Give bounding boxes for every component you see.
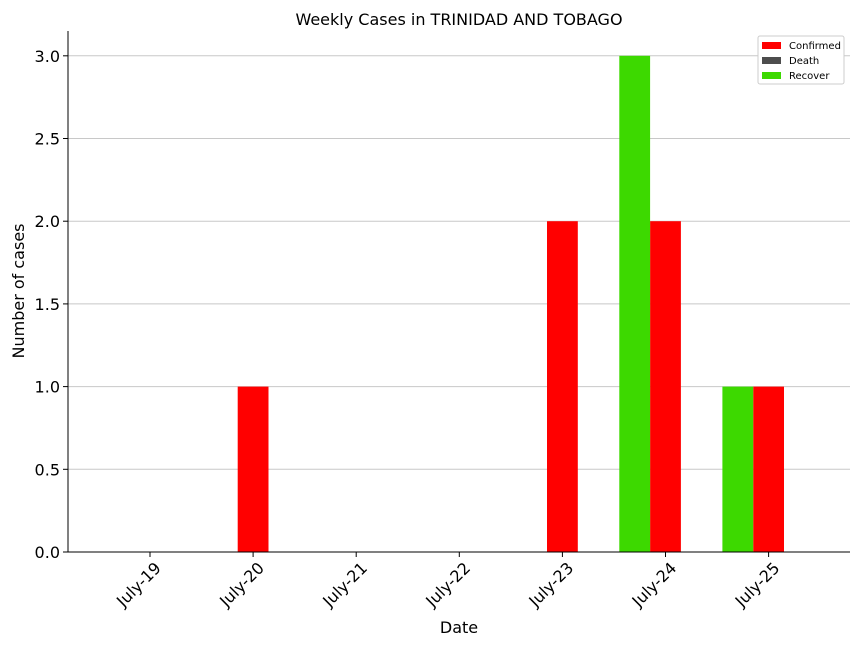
bar-confirmed-july-20 xyxy=(237,386,269,552)
chart-title: Weekly Cases in TRINIDAD AND TOBAGO xyxy=(295,10,622,29)
x-tick-label: July-25 xyxy=(731,558,784,611)
legend-swatch-recover xyxy=(762,72,781,79)
y-tick-label: 3.0 xyxy=(35,47,60,66)
legend-swatch-death xyxy=(762,57,781,64)
bar-confirmed-july-23 xyxy=(547,221,578,552)
y-tick-label: 2.5 xyxy=(35,130,60,149)
x-tick-label: July-24 xyxy=(628,558,681,611)
legend-label-recover: Recover xyxy=(789,71,830,82)
x-tick-label: July-21 xyxy=(318,558,371,611)
bar-recover-july-25 xyxy=(722,386,754,552)
y-axis-label: Number of cases xyxy=(9,224,28,359)
legend-label-confirmed: Confirmed xyxy=(789,41,841,52)
y-tick-label: 1.5 xyxy=(35,295,60,314)
legend-label-death: Death xyxy=(789,56,819,67)
gridlines xyxy=(68,55,850,470)
bar-confirmed-july-25 xyxy=(753,386,784,552)
legend-swatch-confirmed xyxy=(762,42,781,49)
bar-confirmed-july-24 xyxy=(650,221,681,552)
y-tick-label: 0.0 xyxy=(35,543,60,562)
y-tick-label: 0.5 xyxy=(35,460,60,479)
legend: Confirmed Death Recover xyxy=(757,35,845,85)
y-ticks: 0.0 0.5 1.0 1.5 2.0 2.5 3.0 xyxy=(35,47,68,562)
x-tick-label: July-22 xyxy=(421,558,474,611)
y-tick-label: 2.0 xyxy=(35,212,60,231)
x-axis-label: Date xyxy=(440,618,478,637)
x-tick-label: July-19 xyxy=(112,558,165,611)
x-tick-label: July-23 xyxy=(524,558,577,611)
x-ticks: July-19 July-20 July-21 July-22 July-23 July-… xyxy=(112,552,783,611)
bars xyxy=(237,55,784,553)
y-tick-label: 1.0 xyxy=(35,378,60,397)
bar-recover-july-24 xyxy=(619,55,651,553)
x-tick-label: July-20 xyxy=(215,558,268,611)
